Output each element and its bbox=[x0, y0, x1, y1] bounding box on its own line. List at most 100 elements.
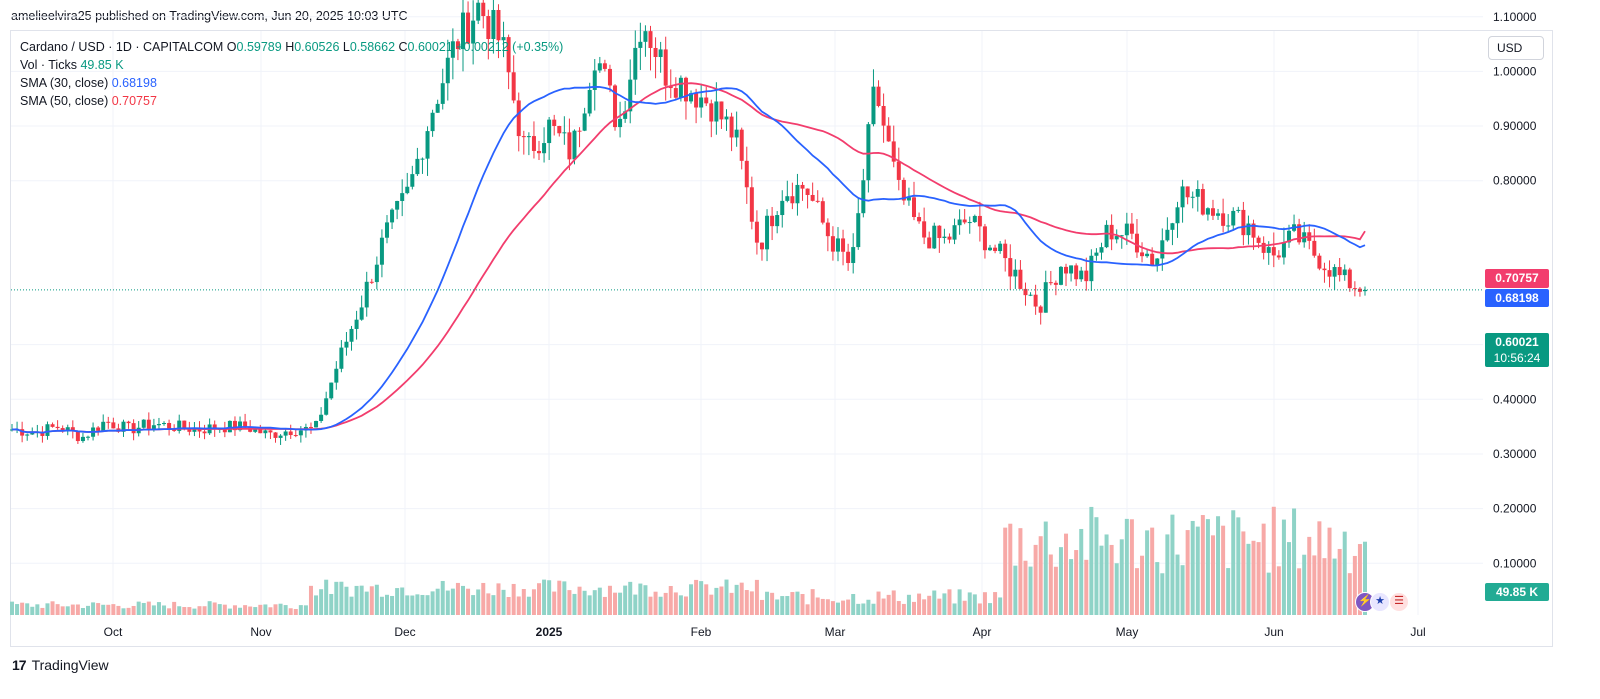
volume-bar bbox=[60, 606, 65, 615]
volume-bar bbox=[537, 583, 542, 615]
volume-bar bbox=[1226, 568, 1231, 615]
candle-body bbox=[516, 100, 521, 137]
volume-bar bbox=[35, 604, 40, 615]
candle-body bbox=[1190, 196, 1195, 198]
volume-bar bbox=[232, 605, 237, 615]
legend-sma30-row[interactable]: SMA (30, close) 0.68198 bbox=[20, 74, 563, 92]
candle-body bbox=[709, 103, 714, 122]
volume-bar bbox=[1276, 566, 1281, 615]
candle-body bbox=[55, 426, 60, 429]
x-tick-label: Nov bbox=[250, 625, 271, 639]
volume-bar bbox=[1058, 547, 1063, 615]
candle-body bbox=[283, 431, 288, 436]
volume-bar bbox=[775, 599, 780, 615]
volume-bar bbox=[754, 579, 759, 615]
volume-bar bbox=[364, 591, 369, 615]
volume-bar bbox=[288, 608, 293, 615]
volume-bar bbox=[815, 597, 820, 615]
volume-bar bbox=[1038, 536, 1043, 615]
volume-bar bbox=[1079, 528, 1084, 615]
volume-bar bbox=[314, 595, 319, 615]
volume-bar bbox=[1084, 559, 1089, 615]
candle-body bbox=[1134, 233, 1139, 253]
volume-bar bbox=[1312, 555, 1317, 615]
candle-body bbox=[1094, 252, 1099, 256]
volume-bar bbox=[471, 595, 476, 615]
candle-body bbox=[547, 119, 552, 144]
candle-body bbox=[232, 420, 237, 431]
volume-bar bbox=[86, 605, 91, 615]
volume-bar bbox=[1150, 527, 1155, 615]
volume-bar bbox=[40, 607, 45, 615]
volume-bar bbox=[141, 602, 146, 615]
volume-bar bbox=[253, 607, 258, 615]
us-flag-icon[interactable]: ☰ bbox=[1389, 592, 1409, 612]
lightning-icon[interactable]: ⚡ bbox=[1355, 592, 1375, 612]
volume-bar bbox=[283, 605, 288, 615]
candle-body bbox=[471, 20, 476, 44]
x-axis-ticks: Oct Nov Dec 2025 Feb Mar Apr May Jun Jul bbox=[104, 625, 1426, 639]
volume-bar bbox=[1165, 534, 1170, 615]
candle-body bbox=[1236, 209, 1241, 211]
open-label: O bbox=[226, 40, 237, 54]
symbol-label[interactable]: Cardano / USD · 1D · CAPITALCOM bbox=[20, 40, 224, 54]
tradingview-logo-icon[interactable]: 17 bbox=[12, 657, 27, 673]
candle-body bbox=[820, 201, 825, 223]
volume-bar bbox=[1104, 534, 1109, 615]
candle-body bbox=[273, 432, 278, 438]
volume-bar bbox=[912, 601, 916, 615]
candle-body bbox=[151, 425, 156, 429]
volume-bar bbox=[972, 594, 977, 615]
candle-body bbox=[977, 215, 982, 227]
candle-body bbox=[111, 422, 116, 429]
volume-bar bbox=[866, 599, 871, 615]
x-tick-label: 2025 bbox=[536, 625, 563, 639]
candle-body bbox=[638, 41, 643, 48]
candle-body bbox=[917, 217, 922, 222]
candle-body bbox=[952, 225, 957, 240]
volume-bar bbox=[1099, 545, 1104, 615]
candle-body bbox=[770, 215, 775, 227]
candle-body bbox=[704, 97, 709, 104]
volume-bar bbox=[1286, 542, 1291, 615]
us-flag-icon[interactable]: ★ bbox=[1370, 592, 1390, 612]
volume-bar bbox=[967, 592, 972, 615]
volume-bar bbox=[1185, 530, 1190, 615]
volume-bar bbox=[993, 592, 998, 615]
tradingview-brand[interactable]: TradingView bbox=[31, 657, 109, 673]
candle-body bbox=[871, 86, 876, 125]
candle-body bbox=[815, 200, 820, 202]
candle-body bbox=[1327, 270, 1332, 277]
candle-body bbox=[1271, 247, 1276, 256]
candle-body bbox=[1256, 237, 1261, 243]
volume-bar bbox=[450, 588, 455, 615]
legend-volume-row[interactable]: Vol · Ticks 49.85 K bbox=[20, 56, 563, 74]
volume-bar bbox=[1180, 565, 1185, 615]
candle-body bbox=[243, 421, 248, 428]
volume-bar bbox=[876, 591, 881, 615]
volume-bar bbox=[759, 599, 764, 615]
volume-bar bbox=[65, 606, 70, 615]
candle-body bbox=[795, 184, 800, 204]
legend-sma50-row[interactable]: SMA (50, close) 0.70757 bbox=[20, 92, 563, 110]
volume-bar bbox=[496, 583, 501, 615]
x-tick-label: Jun bbox=[1264, 625, 1283, 639]
candle-body bbox=[1084, 270, 1089, 282]
candle-body bbox=[658, 49, 663, 58]
candle-body bbox=[167, 422, 172, 429]
volume-bar bbox=[1342, 531, 1347, 615]
currency-button[interactable]: USD bbox=[1488, 36, 1544, 60]
candle-body bbox=[258, 428, 263, 434]
volume-bar bbox=[379, 596, 384, 615]
candle-body bbox=[587, 89, 592, 114]
volume-bar bbox=[567, 590, 572, 615]
candle-body bbox=[1069, 265, 1074, 274]
candle-body bbox=[1297, 224, 1302, 243]
volume-bar bbox=[881, 598, 886, 615]
volume-bar bbox=[1271, 506, 1276, 615]
volume-bar bbox=[1003, 527, 1008, 615]
candle-body bbox=[810, 194, 815, 201]
volume-bar bbox=[577, 586, 582, 615]
candle-body bbox=[182, 420, 187, 429]
